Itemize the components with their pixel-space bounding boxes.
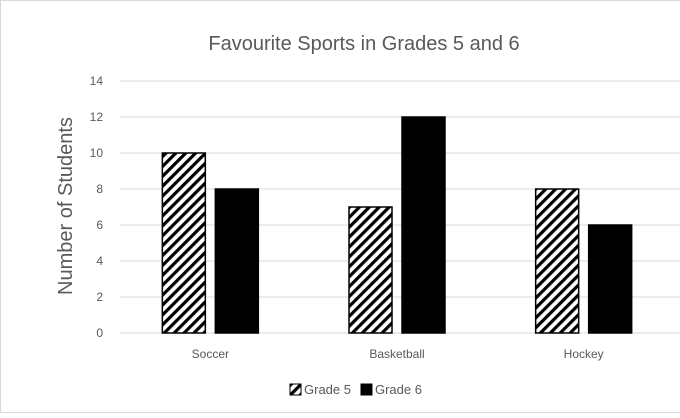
- chart-title: Favourite Sports in Grades 5 and 6: [208, 33, 519, 55]
- legend-label: Grade 5: [304, 382, 351, 397]
- bar-grade-6-soccer: [215, 189, 258, 333]
- x-tick-label: Soccer: [192, 347, 229, 361]
- y-tick-label: 14: [90, 74, 104, 88]
- y-axis-label: Number of Students: [55, 117, 77, 295]
- x-tick-label: Basketball: [369, 347, 424, 361]
- bar-grade-5-hockey: [536, 189, 579, 333]
- y-tick-label: 4: [96, 254, 103, 268]
- legend-label: Grade 6: [375, 382, 422, 397]
- y-tick-label: 6: [96, 218, 103, 232]
- legend-swatch: [361, 384, 372, 395]
- y-tick-label: 10: [90, 146, 104, 160]
- bar-grade-6-basketball: [402, 117, 445, 333]
- bar-grade-6-hockey: [589, 225, 632, 333]
- bar-grade-5-soccer: [162, 153, 205, 333]
- y-tick-label: 8: [96, 182, 103, 196]
- y-tick-label: 2: [96, 290, 103, 304]
- x-tick-label: Hockey: [564, 347, 604, 361]
- legend-swatch: [290, 384, 301, 395]
- bar-grade-5-basketball: [349, 207, 392, 333]
- y-tick-label: 0: [96, 326, 103, 340]
- y-tick-label: 12: [90, 110, 104, 124]
